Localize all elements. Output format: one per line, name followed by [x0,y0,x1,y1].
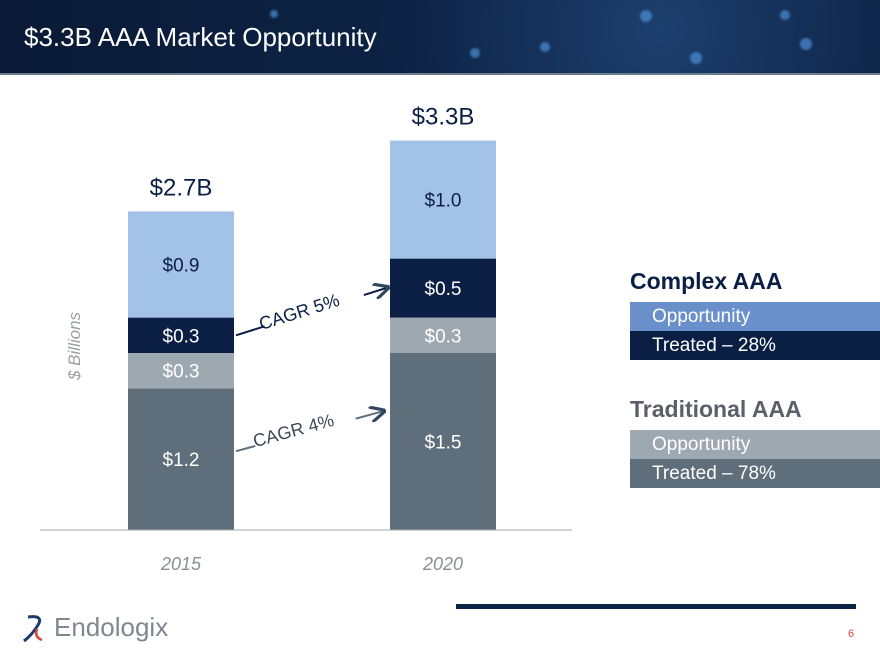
bar-segment [390,140,496,259]
x-tick-label: 2015 [160,554,202,574]
legend-row: Opportunity [630,430,880,459]
bar-segment [390,258,496,318]
segment-label: $1.2 [163,450,200,471]
bar-segment [128,211,234,318]
legend-row: Treated – 78% [630,459,880,488]
segment-label: $1.0 [425,191,462,212]
segment-label: $0.3 [163,326,200,347]
cagr-arrow [235,288,386,337]
logo-text: Endologix [54,612,169,642]
cagr-label: CAGR 4% [251,410,336,451]
segment-label: $0.3 [425,326,462,347]
legend-row: Opportunity [630,302,880,331]
bar-segment [128,317,234,353]
cagr-arrow [235,412,382,453]
segment-label: $0.5 [425,279,462,300]
header-banner: $3.3B AAA Market Opportunity [0,0,880,75]
legend-title: Traditional AAA [630,396,802,422]
segment-label: $0.3 [163,362,200,383]
cagr-label: CAGR 5% [257,290,342,334]
slide-title: $3.3B AAA Market Opportunity [24,22,377,52]
total-label: $2.7B [150,174,213,201]
bar-segment [390,317,496,353]
legend-complex: Complex AAA Opportunity Treated – 28% [630,268,880,360]
legend-traditional: Traditional AAA Opportunity Treated – 78… [630,396,880,488]
y-axis-label: $ Billions [65,311,84,381]
bar-segment [128,353,234,389]
stacked-bar-chart: $1.2 $0.3 $0.3 $0.9 $2.7B 2015 $1.5 $0.3 $0.5 $1.… [40,104,572,574]
logo-icon [23,614,43,642]
segment-label: $0.9 [163,256,200,277]
segment-label: $1.5 [425,433,462,454]
footer-divider [456,604,856,609]
legend-title: Complex AAA [630,268,783,294]
endologix-logo: Endologix [22,612,168,643]
page-number: 6 [848,628,855,640]
total-label: $3.3B [412,104,475,131]
bar-segment [128,388,234,530]
bar-segment [390,353,496,530]
legend-row: Treated – 28% [630,331,880,360]
x-tick-label: 2020 [422,554,463,574]
